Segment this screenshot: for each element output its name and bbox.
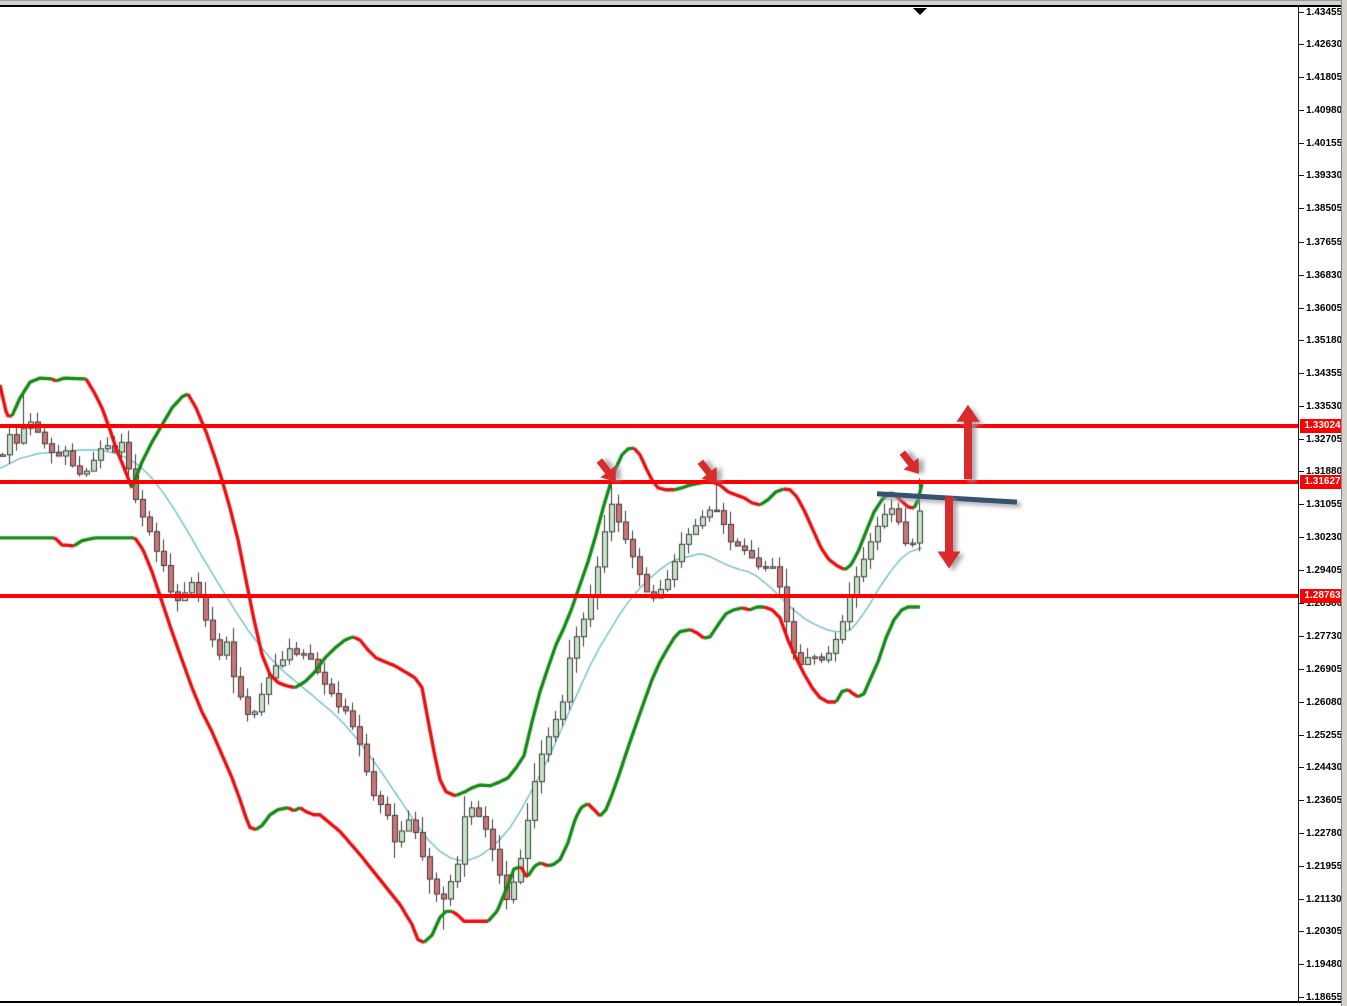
axis-tick-mark (1299, 865, 1304, 867)
window-right-edge (1341, 0, 1347, 1006)
horizontal-line-1.28763[interactable] (0, 593, 1299, 598)
price-tick-label: 1.32705 (1306, 433, 1343, 445)
axis-tick-mark (1299, 536, 1304, 538)
price-tick-label: 1.36005 (1306, 302, 1343, 314)
axis-tick-mark (1299, 602, 1304, 604)
axis-tick-mark (1299, 373, 1304, 375)
price-tick-label: 1.31055 (1306, 499, 1343, 511)
price-tick-label: 1.35180 (1306, 335, 1343, 347)
axis-tick-mark (1299, 832, 1304, 834)
axis-tick-mark (1299, 438, 1304, 440)
chart-shift-marker-icon[interactable] (913, 8, 927, 15)
price-tag-1.28763: 1.28763 (1300, 588, 1345, 603)
price-tick-label: 1.37655 (1306, 236, 1343, 248)
axis-tick-mark (1299, 77, 1304, 79)
axis-tick-mark (1299, 471, 1304, 473)
chart-top-border (0, 5, 1347, 7)
price-tick-label: 1.30230 (1306, 531, 1343, 543)
window-top-edge (0, 0, 1347, 5)
price-tick-label: 1.43455 (1306, 6, 1343, 18)
axis-tick-mark (1299, 569, 1304, 571)
price-tick-label: 1.19480 (1306, 959, 1343, 971)
price-tick-label: 1.39330 (1306, 170, 1343, 182)
horizontal-line-1.31627[interactable] (0, 479, 1299, 484)
axis-tick-mark (1299, 405, 1304, 407)
axis-tick-mark (1299, 44, 1304, 46)
price-tick-label: 1.40155 (1306, 137, 1343, 149)
axis-tick-mark (1299, 340, 1304, 342)
price-tick-label: 1.23605 (1306, 795, 1343, 807)
price-tick-label: 1.28580 (1306, 597, 1343, 609)
axis-tick-mark (1299, 964, 1304, 966)
price-tick-label: 1.40980 (1306, 104, 1343, 116)
axis-tick-mark (1299, 109, 1304, 111)
price-tick-label: 1.42630 (1306, 39, 1343, 51)
price-tick-label: 1.36830 (1306, 269, 1343, 281)
price-tick-label: 1.25255 (1306, 729, 1343, 741)
axis-tick-mark (1299, 898, 1304, 900)
axis-tick-mark (1299, 636, 1304, 638)
axis-tick-mark (1299, 307, 1304, 309)
price-tick-label: 1.21955 (1306, 860, 1343, 872)
axis-tick-mark (1299, 11, 1304, 13)
price-tick-label: 1.27730 (1306, 631, 1343, 643)
axis-tick-mark (1299, 175, 1304, 177)
price-tick-label: 1.33530 (1306, 400, 1343, 412)
axis-tick-mark (1299, 208, 1304, 210)
price-tag-1.33024: 1.33024 (1300, 419, 1345, 434)
axis-tick-mark (1299, 996, 1304, 998)
axis-tick-mark (1299, 504, 1304, 506)
price-tick-label: 1.26080 (1306, 696, 1343, 708)
price-tick-label: 1.21130 (1306, 893, 1342, 905)
price-tick-label: 1.31880 (1306, 466, 1343, 478)
price-tick-label: 1.18655 (1306, 991, 1343, 1003)
axis-tick-mark (1299, 701, 1304, 703)
price-tick-label: 1.34355 (1306, 368, 1343, 380)
price-tick-label: 1.38505 (1306, 203, 1343, 215)
axis-tick-mark (1299, 142, 1304, 144)
price-tick-label: 1.22780 (1306, 827, 1343, 839)
horizontal-line-1.33024[interactable] (0, 424, 1299, 429)
price-tick-label: 1.24430 (1306, 762, 1343, 774)
price-tick-label: 1.41805 (1306, 72, 1343, 84)
axis-tick-mark (1299, 274, 1304, 276)
axis-tick-mark (1299, 241, 1304, 243)
axis-tick-mark (1299, 669, 1304, 671)
chart-bottom-border (0, 1001, 1341, 1003)
axis-tick-mark (1299, 767, 1304, 769)
price-tick-label: 1.20305 (1306, 926, 1343, 938)
axis-tick-mark (1299, 931, 1304, 933)
price-tick-label: 1.29405 (1306, 564, 1343, 576)
price-axis-border (1298, 7, 1299, 1002)
price-tag-1.31627: 1.31627 (1300, 474, 1345, 489)
axis-tick-mark (1299, 800, 1304, 802)
axis-tick-mark (1299, 734, 1304, 736)
price-tick-label: 1.26905 (1306, 664, 1343, 676)
